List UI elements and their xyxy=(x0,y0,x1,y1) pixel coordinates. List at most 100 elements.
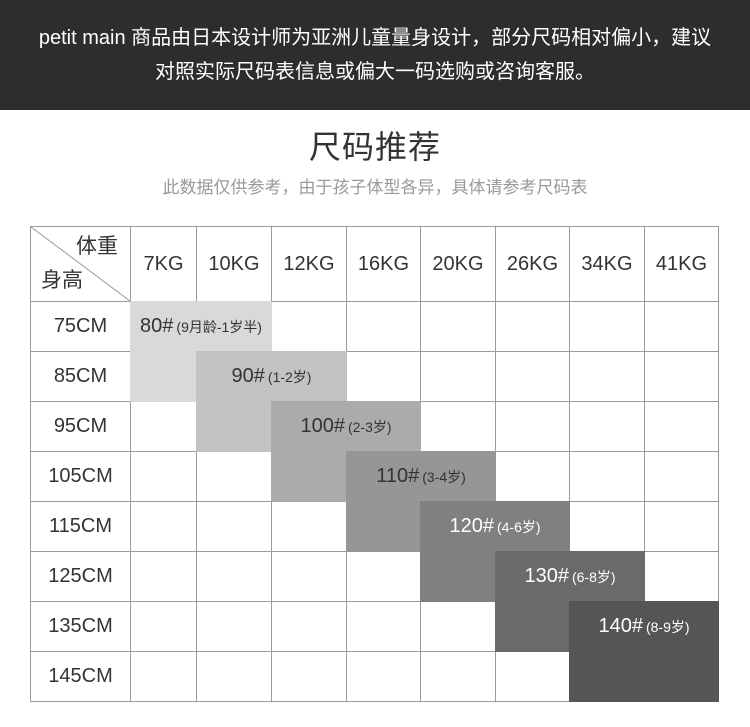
table-cell xyxy=(569,501,645,552)
table-cell xyxy=(271,551,347,602)
table-cell xyxy=(495,651,570,702)
height-label-105cm: 105CM xyxy=(30,451,131,502)
age-range: (4-6岁) xyxy=(496,518,541,535)
height-label-145cm: 145CM xyxy=(30,651,131,702)
table-cell xyxy=(130,451,197,502)
table-cell xyxy=(346,551,421,602)
age-range: (9月龄-1岁半) xyxy=(176,318,262,335)
table-cell xyxy=(644,551,719,602)
table-cell xyxy=(346,351,421,402)
size-block-140 xyxy=(644,651,719,702)
diagonal-divider xyxy=(31,227,130,301)
corner-header-cell: 体重身高 xyxy=(30,226,131,302)
height-label-85cm: 85CM xyxy=(30,351,131,402)
table-cell xyxy=(495,401,570,452)
size-block-80 xyxy=(130,301,197,352)
weight-header-34kg: 34KG xyxy=(569,226,645,302)
table-cell xyxy=(346,651,421,702)
table-cell xyxy=(271,651,347,702)
size-recommendation-label: 140# (8-9岁) xyxy=(569,601,719,652)
weight-header-16kg: 16KG xyxy=(346,226,421,302)
height-label-135cm: 135CM xyxy=(30,601,131,652)
table-cell xyxy=(130,401,197,452)
table-cell xyxy=(644,451,719,502)
table-cell xyxy=(271,601,347,652)
weight-axis-label: 体重 xyxy=(76,235,118,258)
age-range: (8-9岁) xyxy=(645,618,690,635)
table-cell xyxy=(130,601,197,652)
weight-header-41kg: 41KG xyxy=(644,226,719,302)
size-block-140 xyxy=(569,651,645,702)
table-cell xyxy=(495,301,570,352)
page-title: 尺码推荐 xyxy=(308,129,441,165)
size-code: 110# xyxy=(376,465,420,487)
size-block-80 xyxy=(196,301,272,352)
weight-header-26kg: 26KG xyxy=(495,226,570,302)
size-code: 80# xyxy=(140,315,174,337)
size-code: 100# xyxy=(300,415,345,437)
size-recommendation-label: 100# (2-3岁) xyxy=(271,401,421,452)
size-block-140 xyxy=(644,601,719,652)
size-block-90 xyxy=(196,401,272,452)
size-block-130 xyxy=(495,551,570,602)
age-range: (6-8岁) xyxy=(571,568,616,585)
notice-text-line-1: petit main 商品由日本设计师为亚洲儿童量身设计，部分尺码相对偏小，建议 xyxy=(38,27,712,49)
table-cell xyxy=(569,351,645,402)
table-cell xyxy=(420,601,496,652)
size-recommendation-label: 80# (9月龄-1岁半) xyxy=(130,301,272,352)
table-cell xyxy=(420,301,496,352)
table-cell xyxy=(346,301,421,352)
table-cell xyxy=(346,601,421,652)
table-cell xyxy=(569,401,645,452)
size-block-130 xyxy=(569,551,645,602)
size-block-120 xyxy=(495,501,570,552)
age-range: (1-2岁) xyxy=(267,368,312,385)
size-block-90 xyxy=(196,351,272,402)
weight-header-12kg: 12KG xyxy=(271,226,347,302)
table-cell xyxy=(130,501,197,552)
table-cell xyxy=(420,401,496,452)
size-recommendation-label: 90# (1-2岁) xyxy=(196,351,347,402)
size-block-110 xyxy=(346,451,421,502)
table-cell xyxy=(569,301,645,352)
height-axis-label: 身高 xyxy=(41,269,83,292)
page-subtitle: 此数据仅供参考，由于孩子体型各异，具体请参考尺码表 xyxy=(162,178,588,197)
diagonal-line xyxy=(31,227,130,301)
size-code: 120# xyxy=(449,515,494,537)
table-cell xyxy=(196,651,272,702)
weight-header-10kg: 10KG xyxy=(196,226,272,302)
table-cell xyxy=(130,651,197,702)
height-label-75cm: 75CM xyxy=(30,301,131,352)
size-block-130 xyxy=(495,601,570,652)
table-cell xyxy=(420,351,496,402)
notice-text-line-2: 对照实际尺码表信息或偏大一码选购或咨询客服。 xyxy=(155,61,595,83)
size-code: 130# xyxy=(524,565,569,587)
table-cell xyxy=(196,551,272,602)
table-cell xyxy=(644,501,719,552)
table-cell xyxy=(569,451,645,502)
height-label-115cm: 115CM xyxy=(30,501,131,552)
size-recommendation-label: 130# (6-8岁) xyxy=(495,551,645,602)
size-block-90 xyxy=(271,351,347,402)
weight-header-7kg: 7KG xyxy=(130,226,197,302)
size-code: 90# xyxy=(231,365,265,387)
size-block-110 xyxy=(420,451,496,502)
age-range: (2-3岁) xyxy=(347,418,392,435)
table-cell xyxy=(196,451,272,502)
table-cell xyxy=(644,401,719,452)
table-cell xyxy=(196,501,272,552)
size-block-120 xyxy=(420,551,496,602)
table-cell xyxy=(420,651,496,702)
size-recommendation-label: 110# (3-4岁) xyxy=(346,451,496,502)
size-recommendation-label: 120# (4-6岁) xyxy=(420,501,570,552)
height-label-95cm: 95CM xyxy=(30,401,131,452)
age-range: (3-4岁) xyxy=(422,468,466,485)
table-cell xyxy=(271,301,347,352)
size-block-100 xyxy=(271,401,347,452)
size-block-100 xyxy=(271,451,347,502)
size-code: 140# xyxy=(598,615,643,637)
size-block-120 xyxy=(420,501,496,552)
size-block-140 xyxy=(569,601,645,652)
size-block-100 xyxy=(346,401,421,452)
table-cell xyxy=(196,601,272,652)
